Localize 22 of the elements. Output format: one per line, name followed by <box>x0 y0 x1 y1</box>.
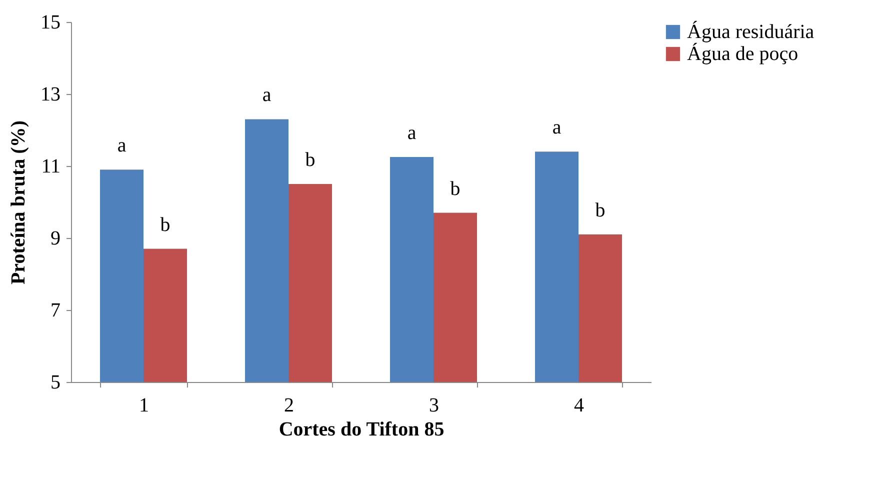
annotation: b <box>160 214 170 236</box>
legend-label: Água residuária <box>687 20 814 43</box>
annotation: a <box>262 84 272 106</box>
annotation: a <box>117 134 126 157</box>
x-tick-label: 1 <box>139 394 149 416</box>
x-axis-title: Cortes do Tifton 85 <box>278 418 444 440</box>
y-tick-label: 13 <box>40 84 60 106</box>
legend-label: Água de poço <box>687 42 798 65</box>
annotation: b <box>450 178 460 200</box>
y-tick-label: 15 <box>40 12 60 34</box>
y-tick-label: 5 <box>50 372 60 394</box>
x-tick-label: 4 <box>574 394 584 416</box>
y-tick-label: 7 <box>50 300 60 322</box>
x-tick-label: 3 <box>429 394 439 416</box>
y-axis-title: Proteína bruta (%) <box>8 120 30 285</box>
annotation: a <box>407 122 416 144</box>
annotation: b <box>305 149 316 171</box>
x-tick-label: 2 <box>284 394 294 416</box>
annotation: b <box>595 199 606 222</box>
y-tick-label: 9 <box>50 228 60 250</box>
annotation: a <box>552 116 562 139</box>
y-tick-label: 11 <box>41 156 60 178</box>
